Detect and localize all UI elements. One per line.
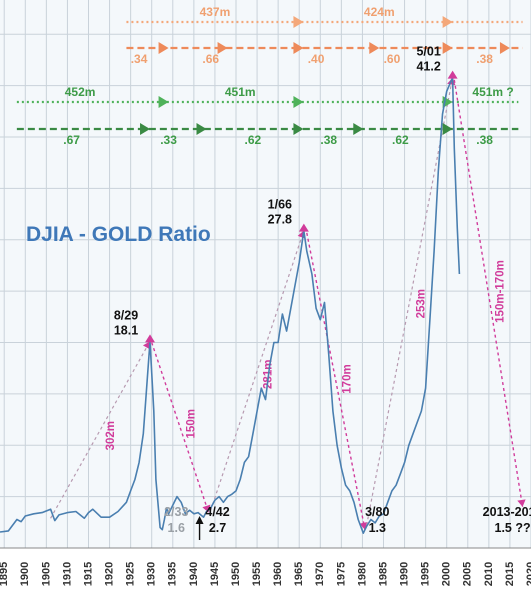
cycle-marker bbox=[353, 123, 364, 135]
series-group bbox=[0, 76, 461, 535]
trough-date-label: 3/80 bbox=[365, 505, 389, 519]
cycle-marker bbox=[158, 96, 169, 108]
cycle-marker bbox=[442, 16, 453, 28]
x-tick-label: 1905 bbox=[40, 562, 52, 586]
trend-duration-label: 150m bbox=[186, 409, 198, 438]
x-axis: 1895 1900 1905 1910 1915 1920 1925 1930 1935 1940… bbox=[0, 562, 531, 586]
trough-date-label: 4/42 bbox=[205, 505, 229, 519]
x-tick-label: 1970 bbox=[314, 562, 326, 586]
trough-value-label: 2.7 bbox=[209, 521, 226, 535]
series-line bbox=[0, 76, 461, 535]
cycle-marker bbox=[293, 96, 304, 108]
cycle-label: 452m bbox=[65, 85, 96, 99]
x-tick-label: 2015 bbox=[504, 562, 516, 586]
trend-line bbox=[366, 77, 454, 526]
cycle-marker bbox=[442, 42, 453, 54]
peak-marker bbox=[447, 70, 458, 79]
cycle-marker bbox=[293, 123, 304, 135]
peak-date-label: 8/29 bbox=[114, 308, 138, 322]
peak-marker bbox=[145, 334, 156, 343]
trough-date-label: 2/33 bbox=[164, 505, 188, 519]
x-tick-label: 1950 bbox=[230, 562, 242, 586]
grid bbox=[0, 0, 531, 549]
x-tick-label: 1965 bbox=[293, 562, 305, 586]
trend-duration-label: 302m bbox=[105, 421, 117, 450]
x-tick-label: 1930 bbox=[146, 562, 158, 586]
x-tick-label: 1960 bbox=[272, 562, 284, 586]
trend-line bbox=[50, 341, 151, 519]
x-tick-label: 2020 bbox=[525, 562, 531, 586]
cycle-label: .38 bbox=[476, 133, 493, 147]
cycle-label: .62 bbox=[392, 133, 409, 147]
trend-line bbox=[210, 230, 305, 511]
trend-arrowhead bbox=[517, 499, 526, 507]
trend-line bbox=[453, 79, 524, 508]
x-tick-label: 1980 bbox=[356, 562, 368, 586]
cycle-label: .62 bbox=[245, 133, 262, 147]
trend-duration-label: 170m bbox=[342, 364, 354, 393]
x-tick-label: 1990 bbox=[398, 562, 410, 586]
cycle-label: .66 bbox=[202, 52, 219, 66]
trough-value-label: 1.5 ?? bbox=[495, 521, 531, 535]
x-tick-label: 1995 bbox=[420, 562, 432, 586]
x-tick-label: 1910 bbox=[61, 562, 73, 586]
trend-duration-label: 150m-170m bbox=[494, 260, 506, 323]
cycle-label: .34 bbox=[131, 52, 148, 66]
trend-duration-label: 253m bbox=[415, 289, 427, 318]
cycle-label: .33 bbox=[160, 133, 177, 147]
x-tick-label: 1975 bbox=[335, 562, 347, 586]
cycle-marker bbox=[158, 42, 169, 54]
cycle-label: .40 bbox=[308, 52, 325, 66]
trough-pointer-arrowhead bbox=[195, 516, 204, 524]
peak-date-label: 5/01 bbox=[416, 45, 440, 59]
peak-marker bbox=[298, 223, 309, 232]
cycle-marker bbox=[293, 16, 304, 28]
trend-line bbox=[306, 232, 366, 530]
cycle-label: 451m ? bbox=[472, 85, 513, 99]
peak-date-label: 1/66 bbox=[268, 198, 292, 212]
cycle-marker bbox=[499, 42, 510, 54]
trend-arrowhead bbox=[142, 341, 151, 350]
x-tick-label: 1925 bbox=[125, 562, 137, 586]
x-tick-label: 1895 bbox=[0, 562, 10, 586]
x-tick-label: 2000 bbox=[441, 562, 453, 586]
trough-value-label: 1.3 bbox=[369, 521, 386, 535]
cycle-label: .67 bbox=[63, 133, 80, 147]
peak-value-label: 41.2 bbox=[416, 60, 440, 74]
cycle-marker bbox=[140, 123, 151, 135]
cycle-marker bbox=[442, 123, 453, 135]
x-tick-label: 1935 bbox=[167, 562, 179, 586]
cycle-marker bbox=[196, 123, 207, 135]
chart-title: DJIA - GOLD Ratio bbox=[26, 223, 211, 246]
cycle-label: .60 bbox=[384, 52, 401, 66]
x-tick-label: 1940 bbox=[188, 562, 200, 586]
cycle-label: .38 bbox=[320, 133, 337, 147]
trough-value-label: 1.6 bbox=[168, 521, 185, 535]
cycle-label: 437m bbox=[200, 5, 231, 19]
x-tick-label: 2005 bbox=[462, 562, 474, 586]
cycle-label: 424m bbox=[364, 5, 395, 19]
x-tick-label: 2010 bbox=[483, 562, 495, 586]
peak-value-label: 18.1 bbox=[114, 323, 138, 337]
x-tick-label: 1985 bbox=[377, 562, 389, 586]
trough-date-label: 2013-2018 bbox=[483, 505, 531, 519]
trend-arrowhead bbox=[359, 522, 368, 530]
cycle-marker bbox=[293, 42, 304, 54]
cycle-label: 451m bbox=[225, 85, 256, 99]
x-tick-label: 1955 bbox=[251, 562, 263, 586]
peak-value-label: 27.8 bbox=[268, 213, 292, 227]
x-tick-label: 1900 bbox=[19, 562, 31, 586]
cycle-lines: 437m 424m .34 .66 .40 .60 .38 452m 451m 451m ? .67… bbox=[16, 5, 523, 147]
cycle-marker bbox=[369, 42, 380, 54]
cycle-marker bbox=[217, 42, 228, 54]
x-tick-label: 1915 bbox=[82, 562, 94, 586]
cycle-label: .38 bbox=[476, 52, 493, 66]
x-tick-label: 1920 bbox=[103, 562, 115, 586]
x-tick-label: 1945 bbox=[209, 562, 221, 586]
